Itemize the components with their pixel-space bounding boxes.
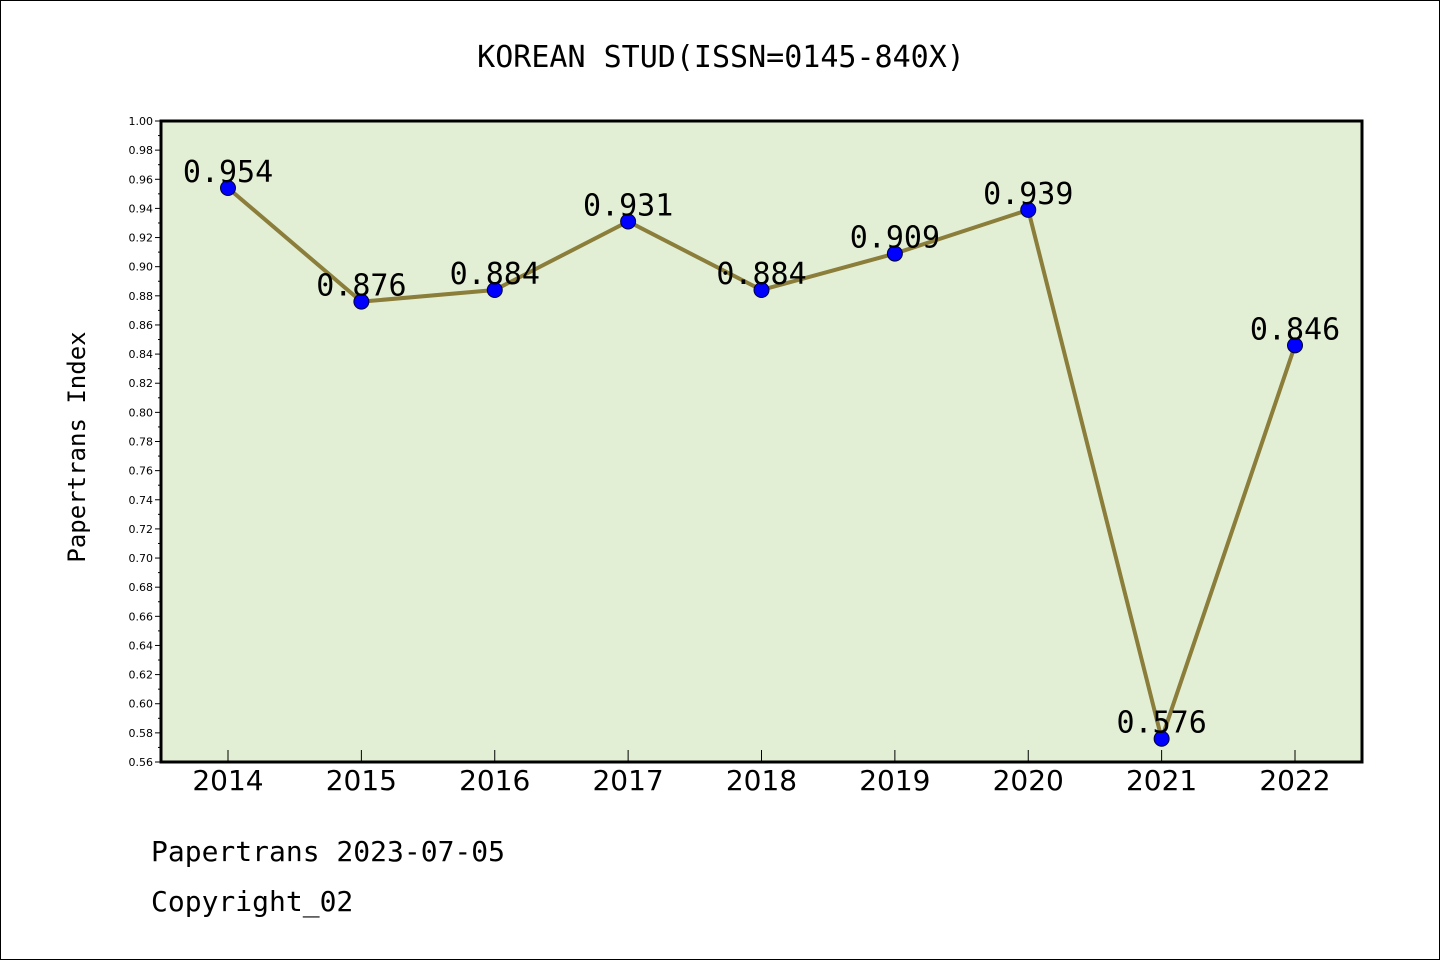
y-tick-label: 0.98 [129, 144, 154, 157]
x-tick-label: 2019 [859, 764, 930, 797]
data-point [753, 281, 770, 298]
data-point [486, 281, 503, 298]
data-label: 0.954 [183, 155, 273, 190]
y-tick-label: 0.74 [129, 494, 154, 507]
y-tick-label: 0.72 [129, 523, 154, 536]
data-labels: 0.954 0.876 0.884 0.931 0.884 0.909 0.939 0.576… [183, 155, 1340, 741]
x-tick-label: 2021 [1126, 764, 1197, 797]
data-label: 0.576 [1116, 706, 1206, 741]
y-tick-label: 0.86 [129, 319, 154, 332]
data-point [220, 180, 236, 197]
y-tick-label: 0.58 [129, 727, 154, 740]
y-tick-label: 0.82 [129, 377, 154, 390]
data-point [1287, 337, 1303, 354]
footer-date: Papertrans 2023-07-05 [151, 835, 506, 868]
y-tick-label: 0.70 [129, 552, 154, 565]
y-tick-label: 1.00 [129, 115, 154, 128]
data-point [620, 213, 637, 230]
data-label: 0.876 [316, 269, 406, 304]
y-tick-label: 0.88 [129, 290, 154, 303]
data-label: 0.846 [1250, 312, 1340, 347]
data-point [353, 293, 370, 310]
data-point [1020, 201, 1037, 218]
y-axis: 0.56 0.58 0.60 0.62 0.64 0.66 0.68 0.70 0.72 0.74… [129, 115, 161, 769]
y-axis-label: Papertrans Index [63, 331, 91, 562]
y-tick-label: 0.80 [129, 406, 154, 419]
y-tick-label: 0.68 [129, 581, 154, 594]
x-tick-label: 2022 [1259, 764, 1330, 797]
data-point [886, 245, 903, 262]
y-tick-label: 0.76 [129, 465, 154, 478]
x-tick-label: 2015 [326, 764, 397, 797]
y-tick-label: 0.96 [129, 173, 154, 186]
y-tick-label: 0.94 [129, 202, 154, 215]
data-label: 0.931 [583, 189, 673, 224]
data-point [1153, 730, 1170, 747]
chart-title: KOREAN STUD(ISSN=0145-840X) [477, 40, 965, 75]
y-tick-label: 0.60 [129, 698, 154, 711]
plot-area [159, 119, 1364, 764]
x-tick-label: 2017 [592, 764, 663, 797]
y-tick-label: 0.78 [129, 436, 154, 449]
series-markers [220, 180, 1303, 747]
y-tick-label: 0.64 [129, 639, 154, 652]
data-label: 0.884 [450, 257, 540, 292]
x-tick-label: 2020 [993, 764, 1064, 797]
y-tick-label: 0.66 [129, 610, 154, 623]
footer-copyright: Copyright_02 [151, 885, 354, 918]
x-tick-label: 2018 [726, 764, 797, 797]
y-tick-label: 0.62 [129, 669, 154, 682]
data-label: 0.909 [850, 221, 940, 256]
y-tick-label: 0.90 [129, 261, 154, 274]
x-tick-label: 2014 [192, 764, 263, 797]
data-label: 0.884 [716, 257, 806, 292]
y-tick-label: 0.84 [129, 348, 154, 361]
x-axis: 2014 2015 2016 2017 2018 2019 2020 2021 2022 [192, 750, 1331, 797]
x-tick-label: 2016 [459, 764, 530, 797]
y-tick-label: 0.56 [129, 756, 154, 769]
y-tick-label: 0.92 [129, 232, 154, 245]
data-label: 0.939 [983, 177, 1073, 212]
